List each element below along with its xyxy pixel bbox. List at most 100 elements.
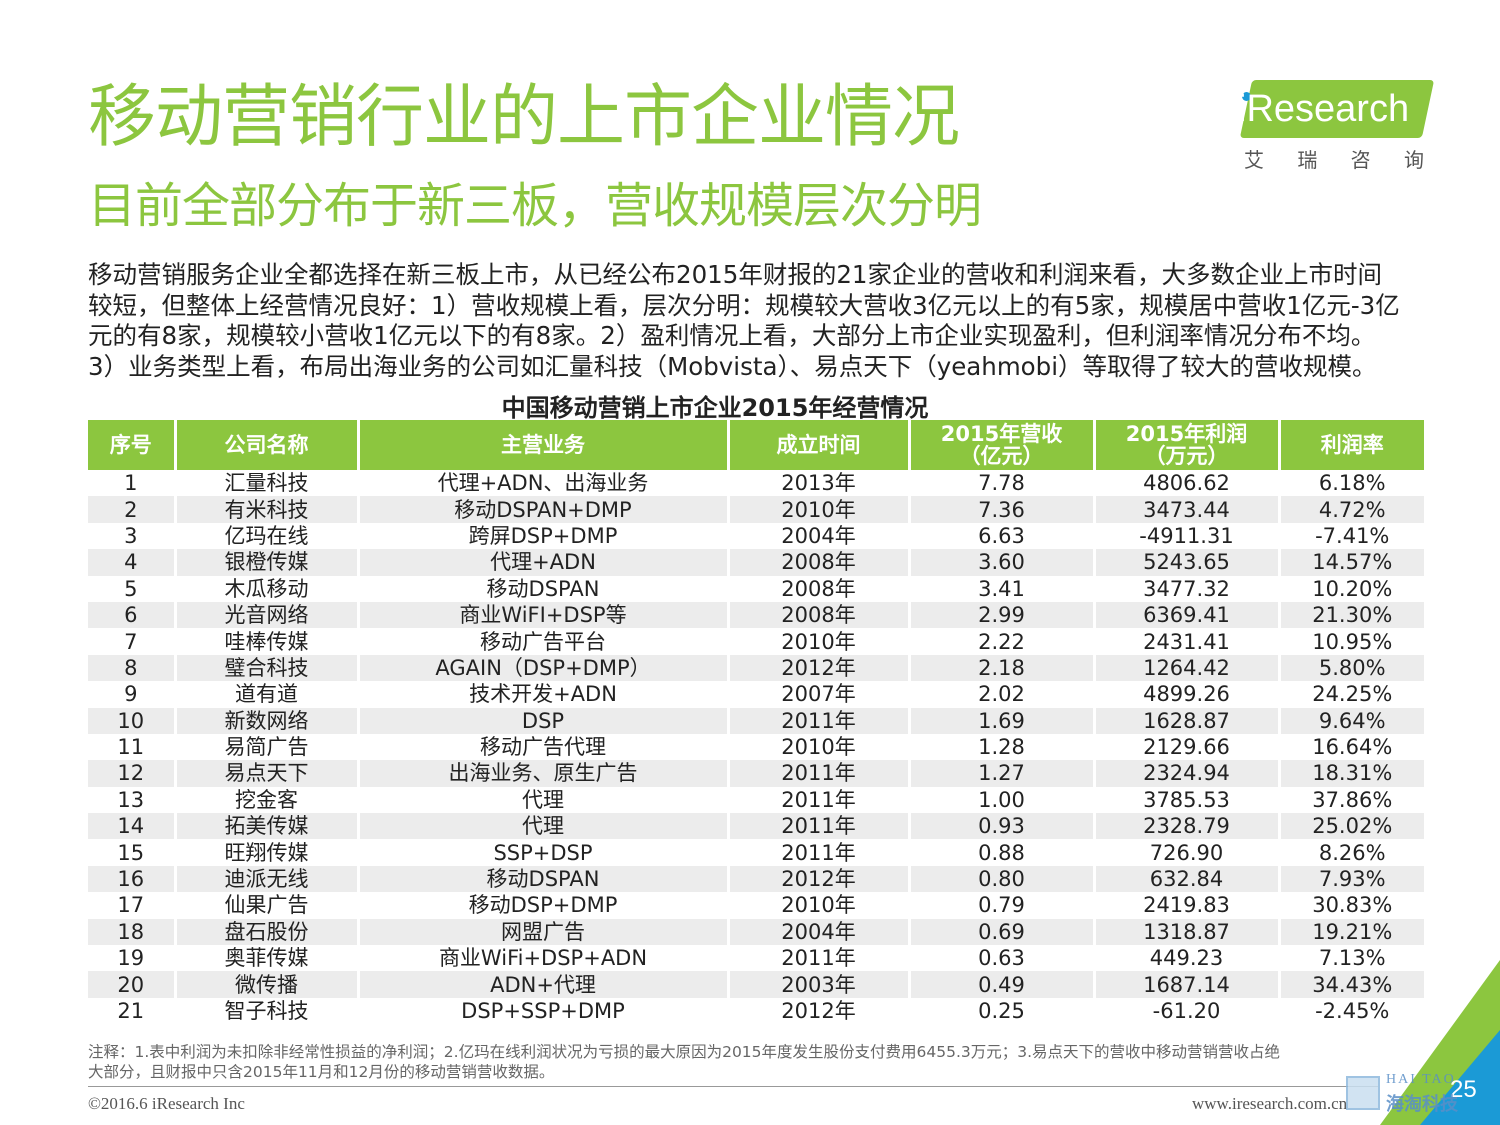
table-body: 1 汇量科技 代理+ADN、出海业务 2013年 7.78 4806.62 6.18% 2 有米… [88, 470, 1424, 1025]
cell-business: 商业WiFi+DSP+ADN [356, 945, 728, 972]
cell-founded: 2011年 [726, 760, 909, 787]
cell-revenue: 1.00 [907, 786, 1094, 814]
cell-company: 旺翔传媒 [173, 839, 358, 866]
table-row: 11 易简广告 移动广告代理 2010年 1.28 2129.66 16.64% [88, 733, 1424, 761]
cell-margin: 24.25% [1277, 681, 1424, 708]
cell-no: 10 [88, 707, 175, 734]
cell-business: ADN+代理 [356, 971, 728, 998]
footnote: 注释：1.表中利润为未扣除非经常性损益的净利润；2.亿玛在线利润状况为亏损的最大… [88, 1042, 1388, 1082]
table-row: 6 光音网络 商业WiFI+DSP等 2008年 2.99 6369.41 21.30% [88, 601, 1424, 629]
cell-founded: 2012年 [726, 997, 909, 1025]
cell-margin: 10.20% [1277, 575, 1424, 602]
cell-margin: 21.30% [1277, 601, 1424, 629]
cell-profit: 632.84 [1092, 865, 1279, 893]
cell-business: AGAIN（DSP+DMP） [356, 654, 728, 682]
website-link[interactable]: www.iresearch.com.cn [1192, 1094, 1348, 1113]
cell-company: 微传播 [173, 971, 358, 998]
cell-profit: 1687.14 [1092, 971, 1279, 998]
cell-margin: 7.13% [1277, 945, 1424, 972]
cell-company: 新数网络 [173, 707, 358, 734]
cell-company: 智子科技 [173, 997, 358, 1025]
header-founded: 成立时间 [726, 420, 909, 470]
cell-founded: 2010年 [726, 892, 909, 919]
cell-revenue: 0.25 [907, 997, 1094, 1025]
cell-company: 拓美传媒 [173, 813, 358, 840]
cell-business: 移动DSPAN [356, 575, 728, 602]
cell-margin: 16.64% [1277, 733, 1424, 761]
table-row: 13 挖金客 代理 2011年 1.00 3785.53 37.86% [88, 786, 1424, 814]
cell-revenue: 0.80 [907, 865, 1094, 893]
cell-company: 易简广告 [173, 733, 358, 761]
cell-no: 12 [88, 760, 175, 787]
cell-profit: 3473.44 [1092, 496, 1279, 523]
cell-business: 代理+ADN、出海业务 [356, 470, 728, 497]
cell-business: 移动DSPAN [356, 865, 728, 893]
cell-no: 14 [88, 813, 175, 840]
cell-business: SSP+DSP [356, 839, 728, 866]
cell-margin: 14.57% [1277, 549, 1424, 576]
cell-revenue: 1.28 [907, 733, 1094, 761]
cell-business: 代理 [356, 786, 728, 814]
cell-founded: 2008年 [726, 549, 909, 576]
cell-company: 道有道 [173, 681, 358, 708]
cell-founded: 2011年 [726, 786, 909, 814]
cell-business: 技术开发+ADN [356, 681, 728, 708]
cell-profit: 2129.66 [1092, 733, 1279, 761]
cell-company: 挖金客 [173, 786, 358, 814]
cell-margin: 6.18% [1277, 470, 1424, 497]
table-row: 10 新数网络 DSP 2011年 1.69 1628.87 9.64% [88, 707, 1424, 734]
cell-revenue: 0.49 [907, 971, 1094, 998]
page-title: 移动营销行业的上市企业情况 [88, 78, 960, 157]
cell-profit: 5243.65 [1092, 549, 1279, 576]
cell-revenue: 0.69 [907, 918, 1094, 946]
cell-company: 光音网络 [173, 601, 358, 629]
cell-margin: 25.02% [1277, 813, 1424, 840]
cell-profit: 449.23 [1092, 945, 1279, 972]
cell-profit: 3477.32 [1092, 575, 1279, 602]
cell-revenue: 0.79 [907, 892, 1094, 919]
cell-profit: 4806.62 [1092, 470, 1279, 497]
header-revenue: 2015年营收 （亿元） [907, 420, 1094, 470]
cell-company: 哇棒传媒 [173, 628, 358, 655]
table-row: 2 有米科技 移动DSPAN+DMP 2010年 7.36 3473.44 4.72% [88, 496, 1424, 523]
cell-no: 7 [88, 628, 175, 655]
logo-cn-char: 咨 [1350, 148, 1371, 172]
cell-revenue: 2.99 [907, 601, 1094, 629]
cell-no: 18 [88, 918, 175, 946]
cell-margin: 19.21% [1277, 918, 1424, 946]
cell-profit: 2419.83 [1092, 892, 1279, 919]
company-table: 序号 公司名称 主营业务 成立时间 2015年营收 （亿元） 2015年利润 （万元… [88, 420, 1424, 1025]
table-row: 3 亿玛在线 跨屏DSP+DMP 2004年 6.63 -4911.31 -7.41% [88, 522, 1424, 550]
cell-profit: 726.90 [1092, 839, 1279, 866]
cell-business: 商业WiFI+DSP等 [356, 601, 728, 629]
cell-no: 9 [88, 681, 175, 708]
table-row: 1 汇量科技 代理+ADN、出海业务 2013年 7.78 4806.62 6.18% [88, 470, 1424, 497]
table-row: 15 旺翔传媒 SSP+DSP 2011年 0.88 726.90 8.26% [88, 839, 1424, 866]
table-row: 20 微传播 ADN+代理 2003年 0.49 1687.14 34.43% [88, 971, 1424, 998]
table-row: 21 智子科技 DSP+SSP+DMP 2012年 0.25 -61.20 -2.45% [88, 997, 1424, 1025]
cell-profit: -61.20 [1092, 997, 1279, 1025]
table-header-row: 序号 公司名称 主营业务 成立时间 2015年营收 （亿元） 2015年利润 （万元… [88, 420, 1424, 470]
logo-cn-char: 询 [1403, 148, 1424, 172]
cell-founded: 2012年 [726, 654, 909, 682]
cell-margin: 8.26% [1277, 839, 1424, 866]
cell-founded: 2004年 [726, 522, 909, 550]
cell-profit: 3785.53 [1092, 786, 1279, 814]
cell-business: 移动广告平台 [356, 628, 728, 655]
cell-business: 网盟广告 [356, 918, 728, 946]
cell-margin: 5.80% [1277, 654, 1424, 682]
cell-company: 有米科技 [173, 496, 358, 523]
cell-margin: 18.31% [1277, 760, 1424, 787]
table-row: 7 哇棒传媒 移动广告平台 2010年 2.22 2431.41 10.95% [88, 628, 1424, 655]
header-business: 主营业务 [356, 420, 728, 470]
cell-company: 迪派无线 [173, 865, 358, 893]
cell-no: 1 [88, 470, 175, 497]
table-row: 18 盘石股份 网盟广告 2004年 0.69 1318.87 19.21% [88, 918, 1424, 946]
cell-no: 15 [88, 839, 175, 866]
corner-blue-triangle [1420, 1030, 1500, 1125]
page-subtitle: 目前全部分布于新三板，营收规模层次分明 [88, 178, 982, 234]
cell-revenue: 3.60 [907, 549, 1094, 576]
cell-company: 璧合科技 [173, 654, 358, 682]
table-row: 8 璧合科技 AGAIN（DSP+DMP） 2012年 2.18 1264.42 5.80% [88, 654, 1424, 682]
cell-founded: 2012年 [726, 865, 909, 893]
